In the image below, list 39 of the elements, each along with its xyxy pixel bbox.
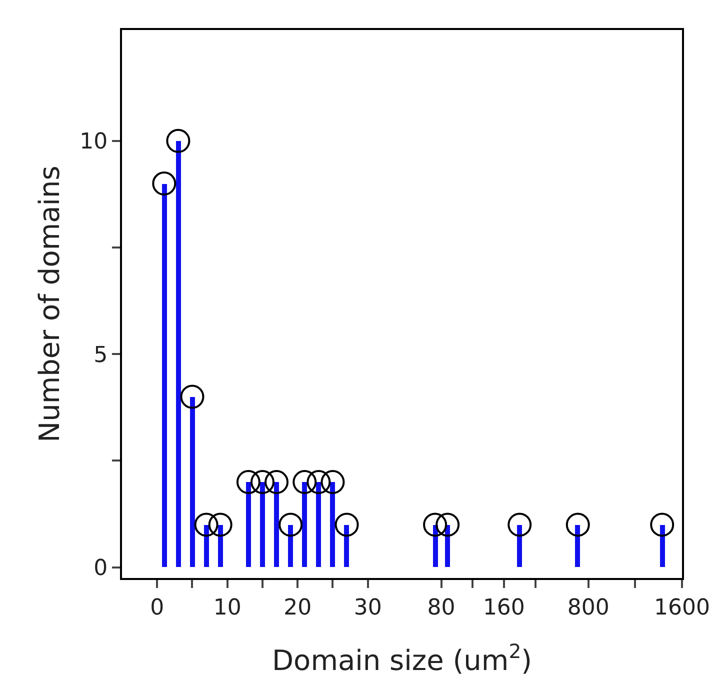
point — [166, 128, 190, 153]
bar — [190, 397, 195, 567]
bar — [176, 141, 181, 567]
point — [194, 512, 218, 537]
x-tick-label: 800 — [567, 595, 610, 620]
point — [208, 512, 232, 537]
x-axis-title: Domain size (um$^{2}$) — [272, 640, 532, 677]
x-tick-label: 30 — [354, 595, 382, 620]
y-tick-label: 0 — [94, 556, 108, 582]
bar — [302, 482, 307, 567]
point — [264, 470, 289, 494]
x-tick-label: 10 — [213, 595, 242, 620]
x-tick-label: 0 — [150, 595, 164, 620]
point — [292, 470, 317, 494]
bar — [162, 184, 167, 567]
point — [180, 384, 204, 409]
y-tick-label: 10 — [80, 130, 108, 155]
point — [320, 470, 345, 494]
bar — [274, 482, 279, 567]
bar — [218, 525, 223, 567]
bar — [316, 482, 321, 567]
bar — [330, 482, 335, 567]
point — [236, 470, 260, 494]
bar — [288, 525, 293, 567]
y-tick-label: 5 — [94, 342, 108, 368]
point — [152, 172, 176, 196]
x-tick-label: 20 — [284, 595, 312, 620]
point — [334, 512, 359, 537]
bar — [344, 525, 349, 567]
y-axis-title: Number of domains — [32, 166, 66, 442]
x-tick-label: 160 — [482, 595, 525, 620]
x-tick-label: 1600 — [654, 595, 710, 620]
point — [306, 470, 331, 494]
point — [250, 470, 274, 494]
bar — [246, 482, 251, 567]
bar — [204, 525, 209, 567]
bar — [260, 482, 265, 567]
point — [278, 512, 303, 537]
x-tick-label: 80 — [427, 595, 456, 620]
